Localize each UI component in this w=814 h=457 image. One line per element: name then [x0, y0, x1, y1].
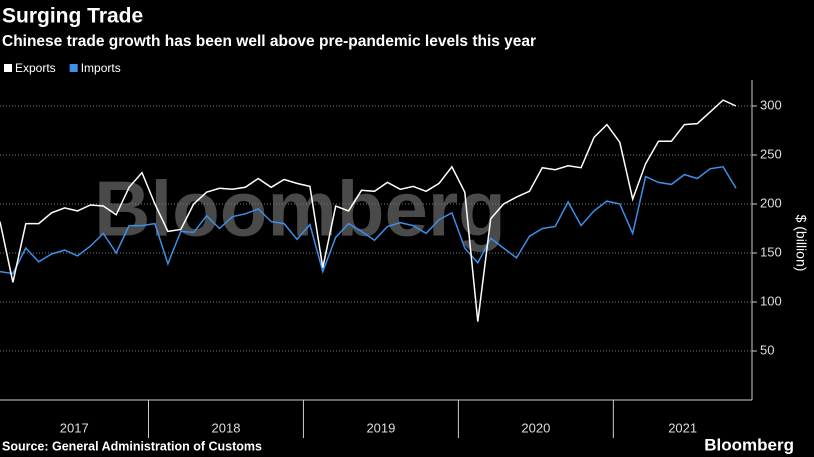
- x-tick-label: 2020: [521, 420, 550, 435]
- y-tick-label: 150: [760, 244, 782, 259]
- source: Source: General Administration of Custom…: [2, 439, 262, 453]
- x-tick-label: 2019: [366, 420, 395, 435]
- data-line: [0, 99, 737, 322]
- legend-swatch: [69, 64, 78, 72]
- legend-label: Exports: [15, 61, 56, 75]
- chart-subtitle: Chinese trade growth has been well above…: [2, 33, 536, 50]
- y-tick-label: 300: [760, 97, 782, 112]
- legend-label: Imports: [81, 61, 121, 75]
- legend-swatch: [4, 64, 12, 72]
- y-tick-label: 50: [760, 342, 774, 357]
- x-tick-label: 2021: [668, 420, 697, 435]
- x-tick-label: 2018: [212, 420, 241, 435]
- watermark: Bloomberg: [94, 165, 506, 253]
- chart-title: Surging Trade: [2, 5, 143, 28]
- y-tick-label: 200: [760, 195, 782, 210]
- x-tick-label: 2017: [60, 420, 89, 435]
- y-tick-label: 100: [760, 293, 782, 308]
- y-tick-label: 250: [760, 146, 782, 161]
- brand: Bloomberg: [704, 435, 794, 454]
- y-axis-label: $ (billion): [793, 215, 809, 272]
- data-line: [0, 165, 737, 275]
